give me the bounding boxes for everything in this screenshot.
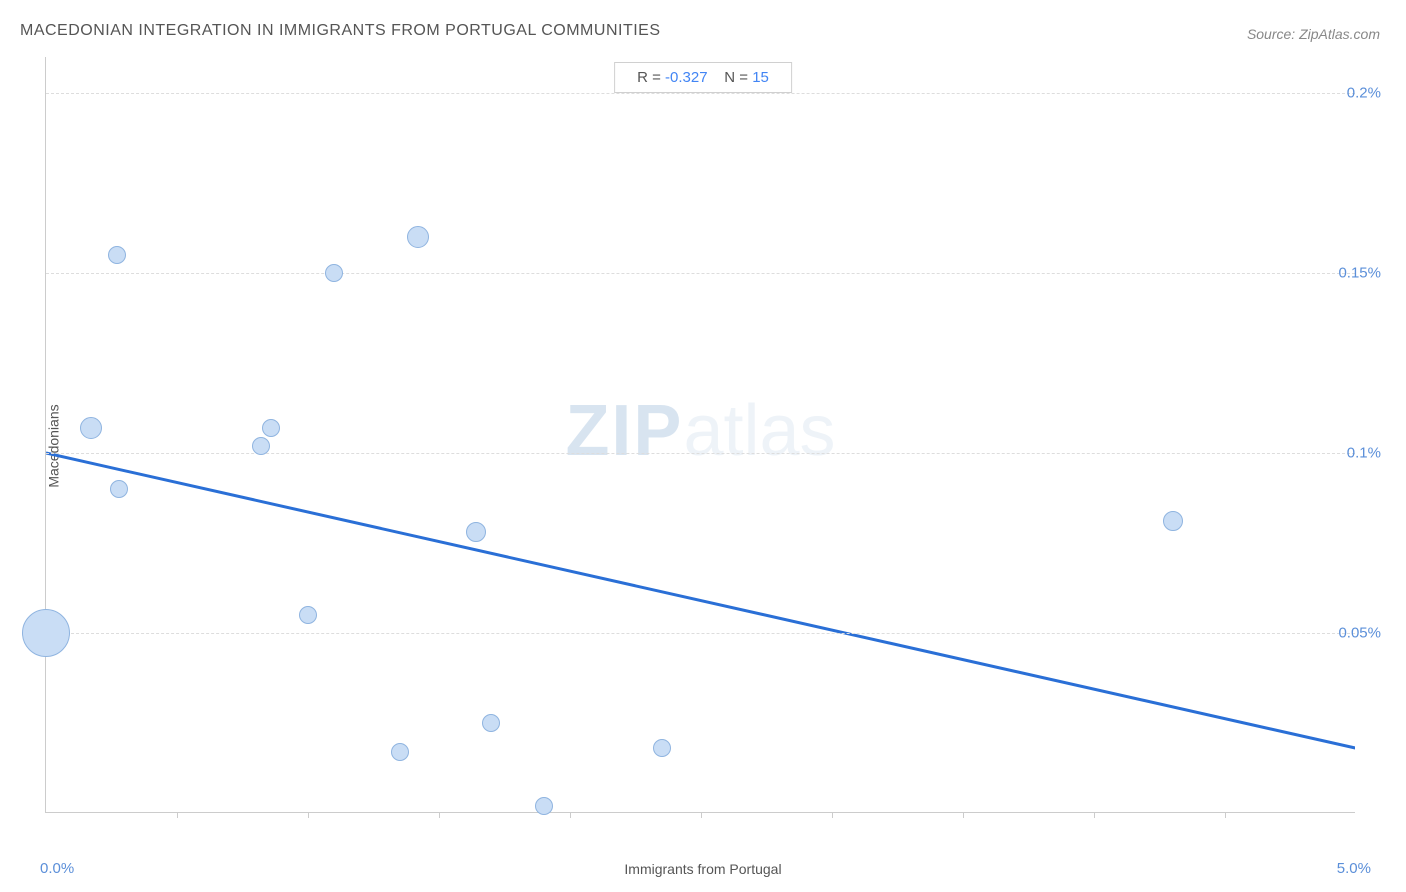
data-point xyxy=(252,437,270,455)
trend-line xyxy=(46,453,1355,748)
stats-box: R = -0.327 N = 15 xyxy=(614,62,792,93)
x-tick xyxy=(1225,812,1226,818)
x-axis-max-label: 5.0% xyxy=(1337,860,1371,877)
x-tick xyxy=(308,812,309,818)
y-tick-label: 0.15% xyxy=(1338,265,1381,282)
data-point xyxy=(80,417,102,439)
x-tick xyxy=(963,812,964,818)
r-value: -0.327 xyxy=(665,69,708,86)
data-point xyxy=(482,714,500,732)
x-axis-label: Immigrants from Portugal xyxy=(624,861,781,877)
data-point xyxy=(653,739,671,757)
x-tick xyxy=(701,812,702,818)
data-point xyxy=(391,743,409,761)
data-point xyxy=(325,264,343,282)
trend-line-svg xyxy=(46,57,1355,812)
x-tick xyxy=(1094,812,1095,818)
x-tick xyxy=(832,812,833,818)
y-tick-label: 0.1% xyxy=(1347,445,1381,462)
watermark-part2: atlas xyxy=(683,390,835,470)
gridline xyxy=(46,633,1355,634)
watermark: ZIPatlas xyxy=(565,389,835,471)
y-tick-label: 0.2% xyxy=(1347,85,1381,102)
x-axis-min-label: 0.0% xyxy=(40,860,74,877)
x-tick xyxy=(177,812,178,818)
chart-container: MACEDONIAN INTEGRATION IN IMMIGRANTS FRO… xyxy=(0,0,1406,892)
data-point xyxy=(1163,511,1183,531)
data-point xyxy=(299,606,317,624)
r-label: R = xyxy=(637,69,661,86)
n-label: N = xyxy=(724,69,748,86)
gridline xyxy=(46,273,1355,274)
y-tick-label: 0.05% xyxy=(1338,625,1381,642)
data-point xyxy=(110,480,128,498)
source-attribution: Source: ZipAtlas.com xyxy=(1247,26,1380,42)
data-point xyxy=(262,419,280,437)
x-tick xyxy=(439,812,440,818)
data-point xyxy=(22,609,70,657)
gridline xyxy=(46,453,1355,454)
chart-title: MACEDONIAN INTEGRATION IN IMMIGRANTS FRO… xyxy=(20,22,661,40)
data-point xyxy=(535,797,553,815)
gridline xyxy=(46,93,1355,94)
data-point xyxy=(108,246,126,264)
plot-area: ZIPatlas xyxy=(45,57,1355,813)
data-point xyxy=(466,522,486,542)
data-point xyxy=(407,226,429,248)
x-tick xyxy=(570,812,571,818)
watermark-part1: ZIP xyxy=(565,390,683,470)
n-value: 15 xyxy=(752,69,769,86)
